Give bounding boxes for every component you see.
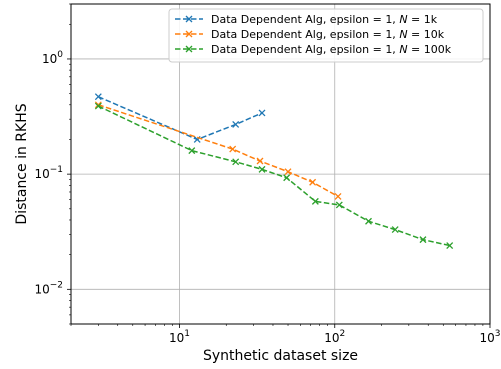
legend-entry: Data Dependent Alg, epsilon = 1, N = 1k bbox=[175, 13, 438, 26]
data-point bbox=[311, 197, 319, 205]
legend-swatch-marker bbox=[185, 45, 193, 53]
series-2 bbox=[94, 101, 342, 200]
data-point bbox=[232, 158, 240, 166]
series-1 bbox=[94, 93, 266, 143]
data-point bbox=[334, 193, 342, 200]
y-tick-label: 100 bbox=[42, 50, 63, 66]
data-point bbox=[283, 174, 291, 182]
data-point bbox=[365, 217, 372, 225]
legend: Data Dependent Alg, epsilon = 1, N = 1k D… bbox=[168, 8, 484, 63]
legend-entry: Data Dependent Alg, epsilon = 1, N = 100… bbox=[175, 43, 452, 56]
x-axis-label: Synthetic dataset size bbox=[203, 348, 358, 364]
legend-label: Data Dependent Alg, epsilon = 1, N = 10k bbox=[211, 28, 445, 41]
data-point bbox=[309, 178, 317, 186]
legend-box bbox=[168, 8, 484, 63]
series-3 bbox=[94, 102, 454, 249]
series-line bbox=[98, 96, 263, 141]
data-point bbox=[258, 109, 266, 117]
data-point bbox=[284, 168, 292, 176]
data-point bbox=[94, 93, 102, 101]
x-tick-label: 103 bbox=[479, 329, 500, 345]
data-point bbox=[94, 102, 102, 110]
ticks: 101 102 103 10−2 10−1 100 bbox=[34, 3, 501, 345]
data-point bbox=[256, 157, 264, 165]
axes-frame bbox=[70, 3, 491, 325]
legend-label: Data Dependent Alg, epsilon = 1, N = 1k bbox=[211, 13, 438, 26]
data-point bbox=[446, 242, 454, 249]
x-tick-label: 101 bbox=[169, 329, 190, 345]
series-line bbox=[98, 105, 450, 247]
data-point bbox=[391, 226, 399, 234]
data-point bbox=[188, 147, 196, 155]
series-line bbox=[98, 104, 339, 198]
legend-entry: Data Dependent Alg, epsilon = 1, N = 10k bbox=[175, 28, 445, 41]
y-tick-label: 10−2 bbox=[34, 280, 63, 296]
data-point bbox=[419, 236, 427, 244]
legend-swatch-marker bbox=[185, 15, 193, 23]
data-point bbox=[258, 165, 266, 173]
legend-swatch-marker bbox=[185, 30, 193, 38]
y-tick-label: 10−1 bbox=[34, 165, 63, 181]
data-point bbox=[335, 201, 343, 209]
series-layer bbox=[94, 93, 454, 249]
data-point bbox=[232, 120, 240, 128]
data-point bbox=[229, 145, 237, 153]
x-tick-label: 102 bbox=[324, 329, 345, 345]
legend-label: Data Dependent Alg, epsilon = 1, N = 100… bbox=[211, 43, 452, 56]
y-axis-label: Distance in RKHS bbox=[14, 103, 30, 224]
